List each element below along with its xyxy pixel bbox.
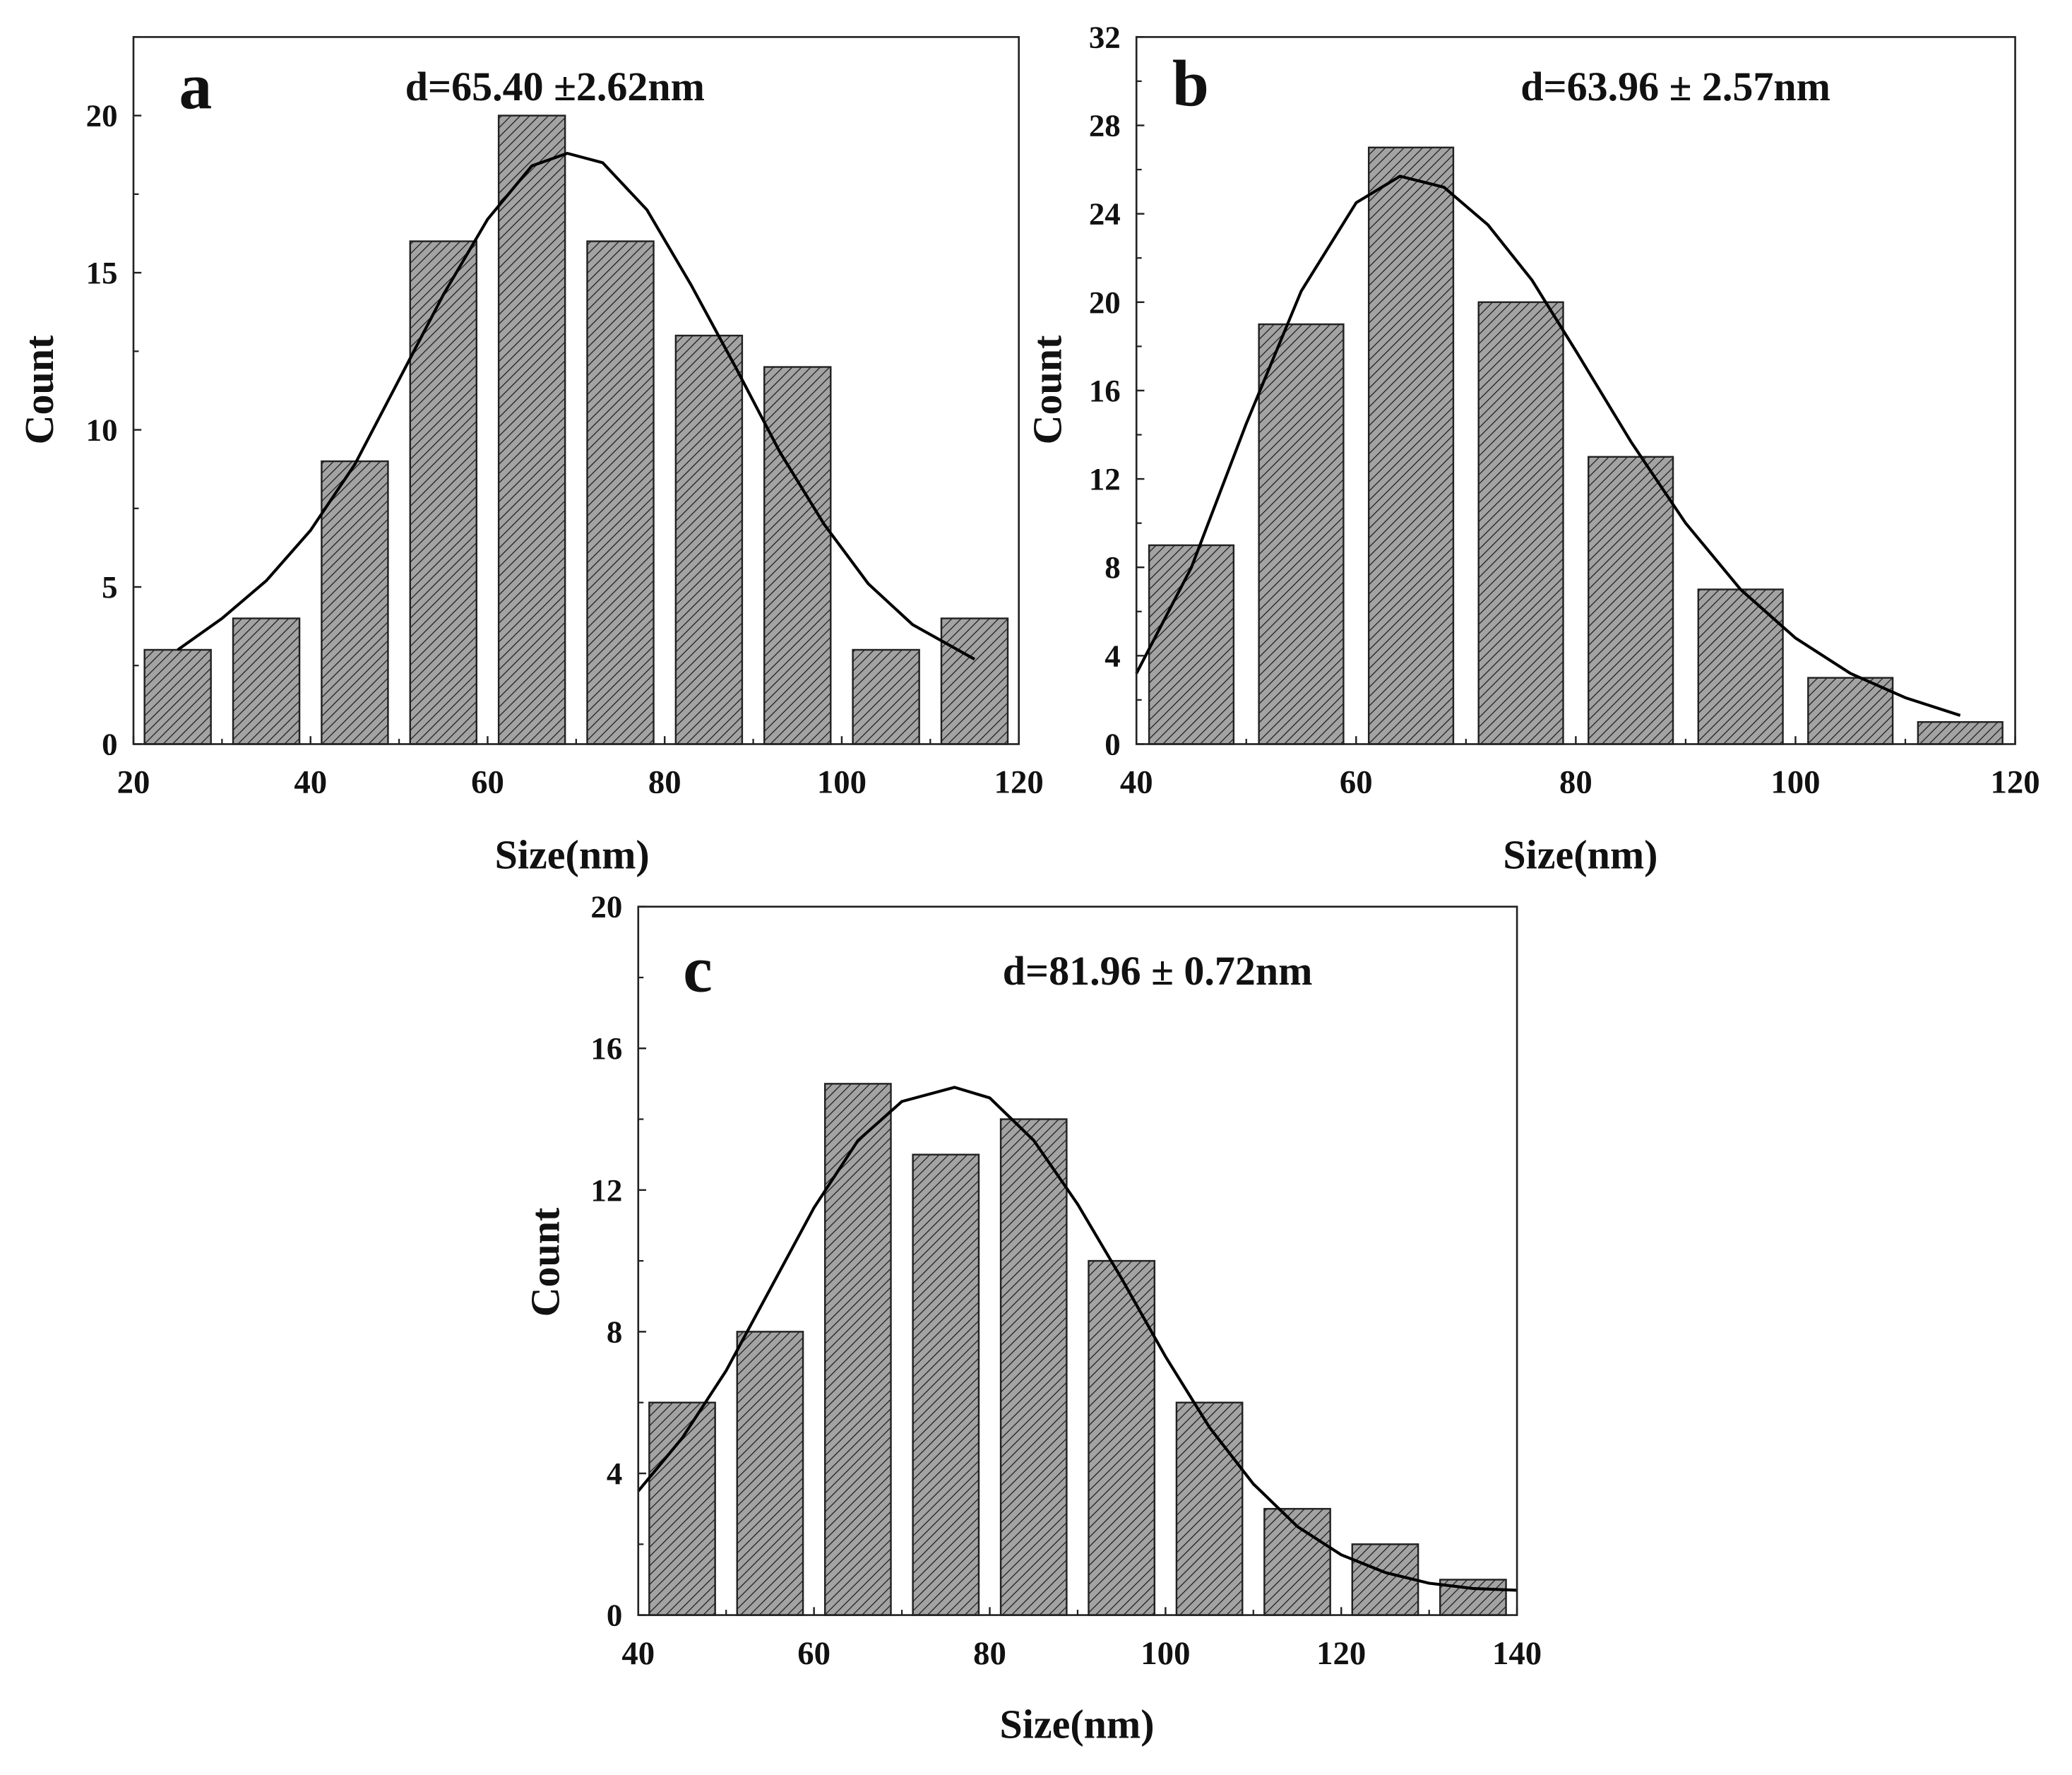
y-tick-label: 32 bbox=[1089, 19, 1121, 54]
histogram-bar bbox=[1477, 301, 1564, 745]
panel-b: 40 60 80 100 120 0 4 8 12 16 20 24 28 32 b d=63.96 ± 2.… bbox=[1025, 19, 2040, 877]
panel-label: a bbox=[179, 50, 213, 123]
x-tick-label: 40 bbox=[294, 764, 327, 801]
histogram-bar bbox=[674, 334, 744, 745]
panel-a: 20 40 60 80 100 120 0 5 10 15 20 a d=65.40 ±2.62nm Si… bbox=[16, 36, 1044, 877]
panel-label: c bbox=[683, 933, 713, 1006]
histogram-bar bbox=[912, 1153, 980, 1616]
y-tick-label: 5 bbox=[102, 569, 117, 605]
histogram-bar bbox=[497, 114, 566, 745]
histogram-bar bbox=[143, 648, 212, 745]
y-tick-label: 20 bbox=[1089, 285, 1121, 320]
y-tick-label: 15 bbox=[86, 255, 118, 290]
x-tick-label: 60 bbox=[1340, 764, 1373, 801]
histogram-bar bbox=[1917, 720, 2003, 745]
panel-label: b bbox=[1172, 48, 1209, 121]
y-axis-label: Count bbox=[1025, 335, 1071, 444]
histogram-bar bbox=[1588, 456, 1674, 745]
histogram-bar bbox=[1175, 1401, 1244, 1616]
y-tick-label: 16 bbox=[1089, 373, 1121, 408]
histogram-bar bbox=[1807, 677, 1894, 745]
chart-title: d=63.96 ± 2.57nm bbox=[1520, 64, 1830, 109]
histogram-bar bbox=[648, 1401, 716, 1616]
x-tick-label: 120 bbox=[1316, 1635, 1366, 1672]
x-tick-label: 20 bbox=[117, 764, 150, 801]
histogram-bar bbox=[763, 366, 832, 745]
y-tick-label: 16 bbox=[590, 1031, 622, 1066]
gaussian-fit-curve bbox=[177, 152, 975, 661]
y-tick-label: 12 bbox=[1089, 461, 1121, 497]
y-tick-label: 0 bbox=[1105, 726, 1120, 761]
x-tick-label: 120 bbox=[1990, 764, 2040, 801]
x-tick-label: 40 bbox=[621, 1635, 655, 1672]
y-tick-label: 24 bbox=[1089, 196, 1121, 232]
y-tick-label: 8 bbox=[1105, 550, 1120, 585]
histogram-bar bbox=[1697, 588, 1784, 745]
y-tick-label: 4 bbox=[607, 1456, 622, 1491]
x-tick-label: 60 bbox=[797, 1635, 830, 1672]
y-tick-label: 20 bbox=[86, 98, 118, 133]
x-tick-label: 40 bbox=[1120, 764, 1153, 801]
y-axis-label: Count bbox=[16, 335, 62, 444]
y-tick-label: 20 bbox=[590, 889, 622, 925]
histogram-bar bbox=[1367, 146, 1455, 745]
x-axis-label: Size(nm) bbox=[1503, 831, 1657, 877]
histogram-bar bbox=[1088, 1259, 1156, 1616]
y-tick-label: 0 bbox=[102, 726, 117, 761]
x-axis-label: Size(nm) bbox=[999, 1702, 1154, 1747]
x-tick-label: 60 bbox=[471, 764, 504, 801]
histogram-bar bbox=[409, 240, 478, 745]
histogram-bar bbox=[1258, 323, 1345, 745]
histogram-bar bbox=[586, 240, 655, 745]
histogram-bar bbox=[232, 617, 301, 745]
histogram-bar bbox=[1351, 1543, 1419, 1616]
histogram-bar bbox=[852, 648, 920, 745]
y-tick-label: 12 bbox=[590, 1173, 622, 1208]
x-tick-label: 80 bbox=[1559, 764, 1592, 801]
x-axis-label: Size(nm) bbox=[495, 831, 650, 877]
histogram-bar bbox=[1148, 544, 1235, 745]
x-tick-label: 120 bbox=[994, 764, 1044, 801]
gaussian-fit-curve bbox=[1135, 174, 1961, 717]
y-axis-label: Count bbox=[523, 1207, 568, 1317]
histogram-bar bbox=[823, 1083, 892, 1616]
x-tick-label: 100 bbox=[1770, 764, 1820, 801]
histogram-bar bbox=[940, 617, 1009, 745]
chart-title: d=81.96 ± 0.72nm bbox=[1003, 948, 1313, 994]
x-tick-label: 100 bbox=[1141, 1635, 1190, 1672]
y-tick-label: 28 bbox=[1089, 108, 1121, 143]
y-tick-label: 0 bbox=[607, 1598, 622, 1633]
x-tick-label: 80 bbox=[648, 764, 681, 801]
chart-title: d=65.40 ±2.62nm bbox=[405, 64, 705, 109]
x-tick-label: 140 bbox=[1492, 1635, 1542, 1672]
gaussian-fit-curve bbox=[637, 1086, 1518, 1592]
panel-c: 40 60 80 100 120 140 0 4 8 12 16 20 c d=81.96 ± 0.72n… bbox=[523, 889, 1542, 1747]
y-tick-label: 8 bbox=[607, 1314, 622, 1349]
x-tick-label: 100 bbox=[817, 764, 867, 801]
histogram-bar bbox=[736, 1331, 804, 1616]
y-tick-label: 4 bbox=[1105, 638, 1120, 673]
y-tick-label: 10 bbox=[86, 412, 118, 448]
histogram-bar bbox=[999, 1118, 1068, 1616]
x-tick-label: 80 bbox=[973, 1635, 1006, 1672]
histogram-bar bbox=[321, 460, 389, 745]
